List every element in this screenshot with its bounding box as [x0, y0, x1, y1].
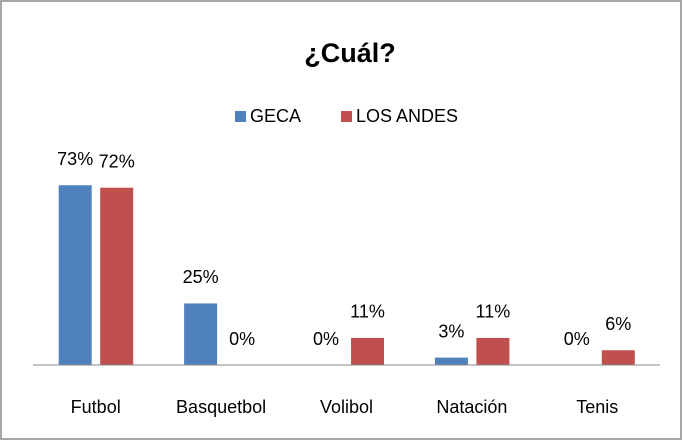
- x-tick-label: Futbol: [71, 397, 121, 417]
- data-label: 6%: [605, 314, 631, 334]
- bar: [100, 187, 134, 365]
- data-label: 3%: [438, 321, 464, 341]
- bar: [351, 337, 384, 365]
- data-label: 0%: [229, 329, 255, 349]
- x-tick-label: Tenis: [576, 397, 618, 417]
- data-label: 0%: [564, 329, 590, 349]
- data-label: 11%: [476, 302, 511, 322]
- legend-swatch: [341, 111, 352, 122]
- data-label: 72%: [99, 151, 135, 171]
- chart-title: ¿Cuál?: [304, 38, 396, 68]
- data-label: 0%: [313, 329, 339, 349]
- data-label: 73%: [57, 149, 93, 169]
- bar: [184, 303, 218, 365]
- bar: [476, 337, 510, 365]
- bar: [434, 357, 468, 365]
- legend-label: GECA: [250, 106, 301, 126]
- legend-swatch: [235, 111, 246, 122]
- data-label: 25%: [183, 267, 219, 287]
- x-tick-label: Volibol: [320, 397, 373, 417]
- bar: [58, 185, 92, 365]
- x-tick-label: Basquetbol: [176, 397, 266, 417]
- data-label: 11%: [350, 302, 385, 322]
- legend-label: LOS ANDES: [356, 106, 458, 126]
- x-tick-label: Natación: [436, 397, 507, 417]
- bar: [601, 350, 635, 365]
